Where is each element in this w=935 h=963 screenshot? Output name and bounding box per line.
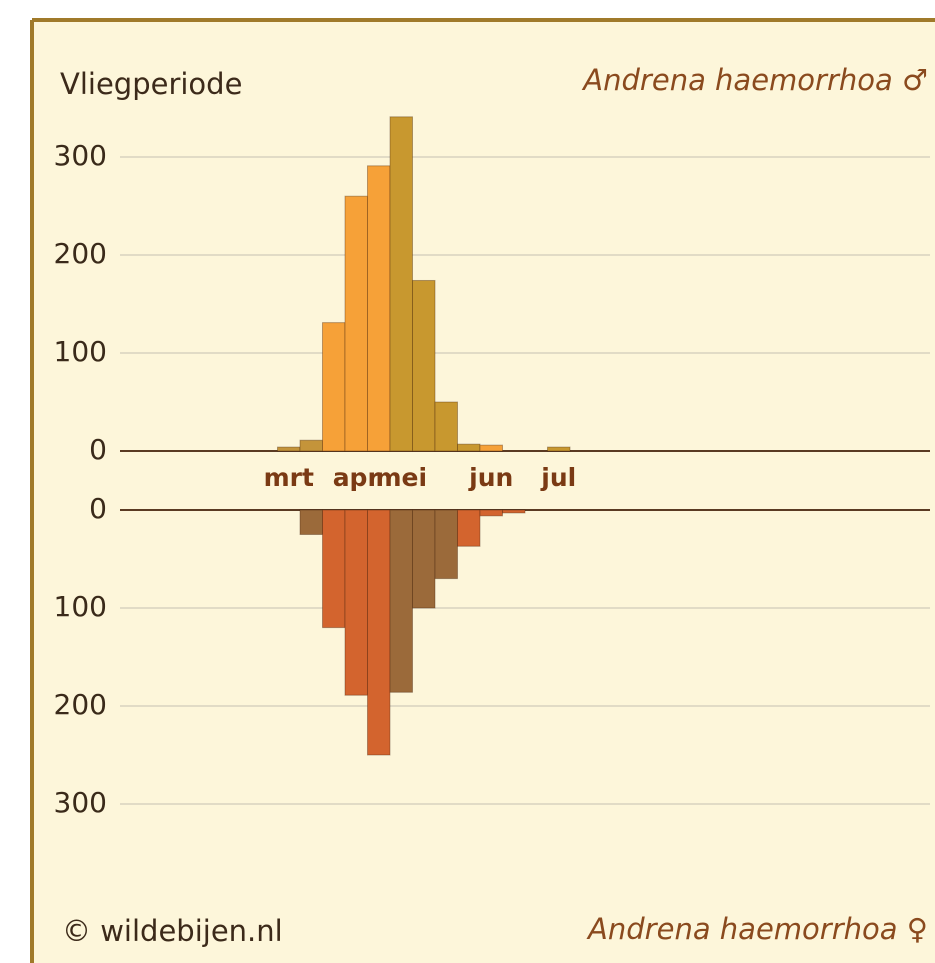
x-tick-label: jun — [468, 463, 513, 492]
x-tick-label: apr — [333, 463, 381, 492]
legend-entry: Andrena haemorrhoa ♂ — [581, 63, 928, 97]
x-tick-label: mei — [375, 463, 427, 492]
y-tick-label: 200 — [54, 237, 107, 270]
credit: © wildebijen.nl — [62, 914, 283, 948]
y-tick-label: 200 — [54, 688, 107, 721]
bar — [344, 509, 368, 696]
bar — [457, 443, 481, 452]
x-tick-label: mrt — [264, 463, 314, 492]
y-tick-label: 300 — [54, 139, 107, 172]
bar — [412, 279, 436, 452]
bar — [299, 439, 323, 452]
legend-entry: Andrena haemorrhoa ♀ — [586, 912, 928, 946]
bar — [367, 509, 391, 756]
bar — [322, 509, 346, 629]
background — [32, 20, 935, 963]
bar — [367, 165, 391, 452]
bar — [299, 509, 323, 535]
y-tick-label: 100 — [54, 590, 107, 623]
bar — [479, 509, 503, 517]
bar — [412, 509, 436, 609]
bar — [434, 509, 458, 580]
x-tick-label: jul — [540, 463, 576, 492]
bar — [389, 509, 413, 693]
bar — [457, 509, 481, 547]
bar — [434, 401, 458, 452]
chart-title: Vliegperiode — [60, 67, 242, 101]
y-tick-label: 300 — [54, 786, 107, 819]
bar — [547, 446, 571, 452]
y-tick-label: 0 — [89, 433, 107, 466]
y-tick-label: 100 — [54, 335, 107, 368]
bar — [322, 322, 346, 452]
bar — [344, 195, 368, 452]
bar — [389, 116, 413, 452]
bar — [479, 444, 503, 452]
bar — [502, 509, 526, 514]
bar — [277, 446, 301, 452]
y-tick-label: 0 — [89, 492, 107, 525]
